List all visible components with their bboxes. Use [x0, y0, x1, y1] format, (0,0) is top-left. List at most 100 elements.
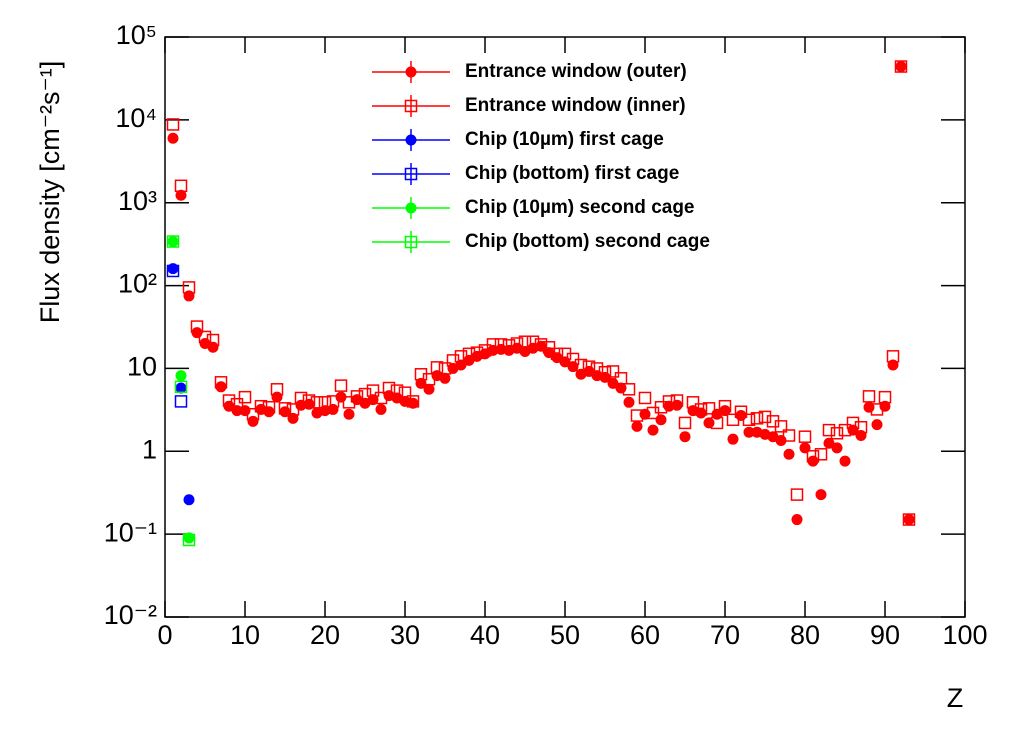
legend-label: Chip (10µm) first cage — [465, 129, 664, 150]
point — [366, 384, 380, 397]
point — [286, 403, 300, 416]
point — [214, 376, 228, 389]
point — [407, 397, 419, 409]
point — [175, 189, 187, 201]
point — [343, 408, 355, 420]
point — [670, 394, 684, 407]
y-tick-label: 10 — [127, 352, 157, 382]
point — [462, 347, 476, 361]
point — [222, 394, 236, 407]
point — [175, 382, 187, 394]
point — [822, 423, 836, 437]
point — [398, 386, 412, 399]
point — [790, 488, 804, 501]
point — [870, 403, 884, 416]
point — [230, 397, 244, 411]
point — [167, 132, 179, 144]
y-tick-label: 10⁻¹ — [104, 517, 157, 547]
point — [494, 338, 508, 351]
y-tick-label: 10⁴ — [115, 103, 157, 133]
point — [862, 390, 876, 403]
point — [702, 402, 716, 415]
point — [830, 427, 844, 440]
point — [895, 61, 907, 73]
point — [526, 335, 540, 348]
point — [694, 403, 708, 416]
y-axis-label: Flux density [cm⁻²s⁻¹] — [35, 61, 65, 324]
point — [686, 396, 700, 409]
point — [231, 405, 243, 417]
point — [679, 431, 691, 443]
point — [423, 383, 435, 395]
point — [182, 281, 196, 294]
point — [823, 437, 835, 449]
point — [270, 383, 284, 396]
x-tick-label: 10 — [230, 620, 260, 650]
point — [254, 399, 268, 413]
point — [647, 424, 659, 436]
point — [238, 390, 252, 404]
point — [390, 384, 404, 397]
point — [190, 320, 204, 333]
point — [614, 372, 628, 385]
point — [750, 412, 764, 425]
point — [662, 395, 676, 408]
point — [839, 455, 851, 467]
point — [175, 370, 187, 382]
point — [262, 400, 276, 414]
point — [806, 450, 820, 463]
point — [590, 362, 604, 375]
plot-frame — [164, 36, 966, 618]
point — [894, 60, 908, 73]
point — [454, 350, 468, 363]
point — [742, 413, 756, 427]
point — [831, 442, 843, 454]
y-tick-label: 10⁻² — [104, 600, 157, 630]
legend-label: Entrance window (outer) — [465, 61, 687, 82]
point — [814, 448, 828, 461]
point — [215, 381, 227, 393]
legend-label: Chip (bottom) second cage — [465, 231, 710, 252]
point — [542, 341, 556, 354]
y-tick-label: 10⁵ — [116, 20, 157, 50]
point — [902, 513, 916, 526]
y-tick-label: 1 — [142, 434, 157, 464]
point — [358, 387, 372, 401]
point — [182, 533, 196, 547]
x-axis-label: Z — [947, 683, 964, 713]
point — [782, 429, 796, 442]
point — [246, 407, 260, 421]
point — [598, 365, 612, 379]
point — [534, 338, 548, 351]
point — [903, 514, 915, 526]
point — [878, 390, 892, 404]
point — [350, 390, 364, 403]
point — [318, 396, 332, 409]
legend-marker — [404, 167, 418, 181]
point — [302, 394, 316, 407]
legend-marker — [404, 235, 418, 249]
point — [310, 396, 324, 409]
point — [334, 379, 348, 392]
point — [886, 350, 900, 363]
point — [630, 409, 644, 422]
x-tick-label: 90 — [870, 620, 900, 650]
point — [166, 118, 180, 131]
point — [174, 395, 188, 408]
point — [719, 405, 731, 417]
x-tick-label: 70 — [710, 620, 740, 650]
point — [854, 421, 868, 434]
point — [174, 380, 188, 394]
x-tick-label: 50 — [550, 620, 580, 650]
point — [871, 419, 883, 431]
point — [798, 430, 812, 443]
point — [678, 416, 692, 430]
point — [294, 391, 308, 405]
point — [550, 347, 564, 361]
point — [606, 365, 620, 378]
y-tick-label: 10³ — [118, 186, 157, 216]
point — [247, 415, 259, 427]
point — [638, 391, 652, 405]
x-tick-label: 80 — [790, 620, 820, 650]
